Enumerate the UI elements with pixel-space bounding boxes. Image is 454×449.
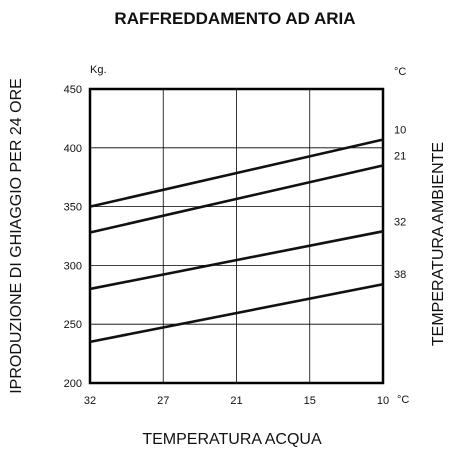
series-label-38: 38 (394, 269, 406, 281)
y-tick-label: 450 (64, 84, 82, 96)
y-tick-label: 350 (64, 202, 82, 214)
series-group (89, 138, 384, 344)
series-label-10: 10 (394, 125, 406, 137)
series-label-21: 21 (394, 150, 406, 162)
series-label-32: 32 (394, 216, 406, 228)
right-unit-label: °C (394, 66, 406, 78)
y-unit-label: Kg. (90, 64, 107, 76)
series-line-32 (89, 230, 384, 291)
y-tick-label: 300 (64, 260, 82, 272)
y-tick-label: 400 (64, 143, 82, 155)
x-axis-title: TEMPERATURA ACQUA (142, 431, 322, 448)
right-axis-title: TEMPERATURA AMBIENTE (430, 142, 447, 346)
y-tick-label: 200 (64, 378, 82, 390)
x-tick-label: 32 (84, 395, 96, 407)
x-tick-label: 27 (157, 395, 169, 407)
series-labels: 10 21 32 38 (394, 125, 406, 282)
y-axis-title: IPRODUZIONE DI GHIAGGIO PER 24 ORE (8, 78, 25, 394)
x-tick-label: 10 (377, 395, 389, 407)
x-tick-label: 21 (230, 395, 242, 407)
x-tick-label: 15 (304, 395, 316, 407)
chart-title: RAFFREDDAMENTO AD ARIA (114, 9, 355, 28)
x-unit-label: °C (397, 394, 409, 406)
y-tick-labels: 450 400 350 300 250 200 (64, 84, 82, 390)
series-line-21 (89, 164, 384, 234)
series-line-38 (89, 282, 384, 344)
grid (90, 89, 383, 383)
plot-frame (88, 87, 385, 385)
series-line-10 (89, 138, 384, 208)
x-tick-labels: 32 27 21 15 10 (84, 395, 389, 407)
y-tick-label: 250 (64, 319, 82, 331)
